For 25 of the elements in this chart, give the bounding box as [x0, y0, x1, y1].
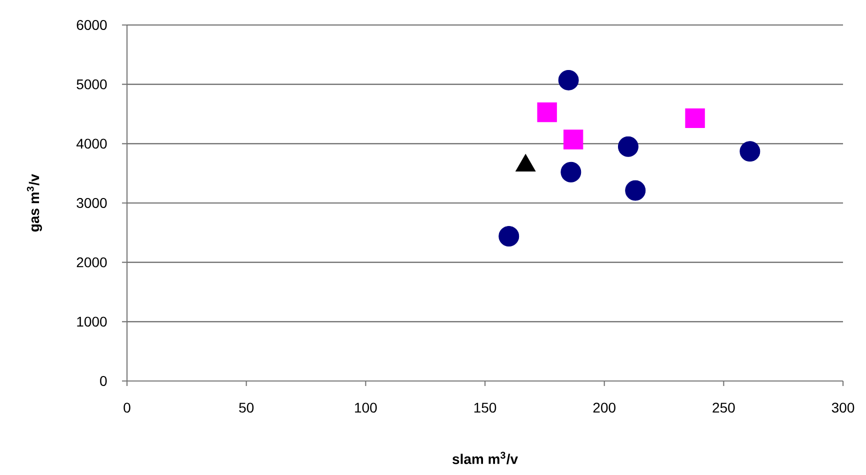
y-tick-label: 5000 — [76, 79, 107, 90]
point — [563, 130, 584, 150]
point — [685, 108, 705, 128]
point — [625, 180, 646, 201]
x-tick-label: 250 — [712, 402, 735, 413]
x-tick-label: 200 — [593, 402, 616, 413]
x-axis-title: slam m$^{3}$/v — [452, 452, 518, 464]
x-tick-label: 50 — [239, 402, 254, 413]
point — [560, 162, 582, 182]
point — [498, 226, 520, 246]
x-tick-label: 300 — [832, 402, 854, 413]
x-tick-label: 150 — [474, 402, 496, 413]
y-tick-label: 3000 — [76, 198, 107, 208]
y-tick-label: 6000 — [76, 20, 107, 30]
point — [740, 141, 760, 162]
y-tick-label: 0 — [100, 376, 107, 386]
point — [537, 102, 557, 122]
y-tick-label: 1000 — [77, 316, 107, 327]
point — [558, 70, 579, 90]
y-tick-label: 2000 — [76, 257, 107, 268]
y-axis-title: gas m$^{3}$/v — [26, 174, 42, 232]
x-tick-label: 100 — [355, 402, 377, 413]
x-tick-label: 0 — [124, 402, 130, 413]
y-tick-label: 4000 — [76, 138, 107, 149]
point — [618, 136, 638, 157]
